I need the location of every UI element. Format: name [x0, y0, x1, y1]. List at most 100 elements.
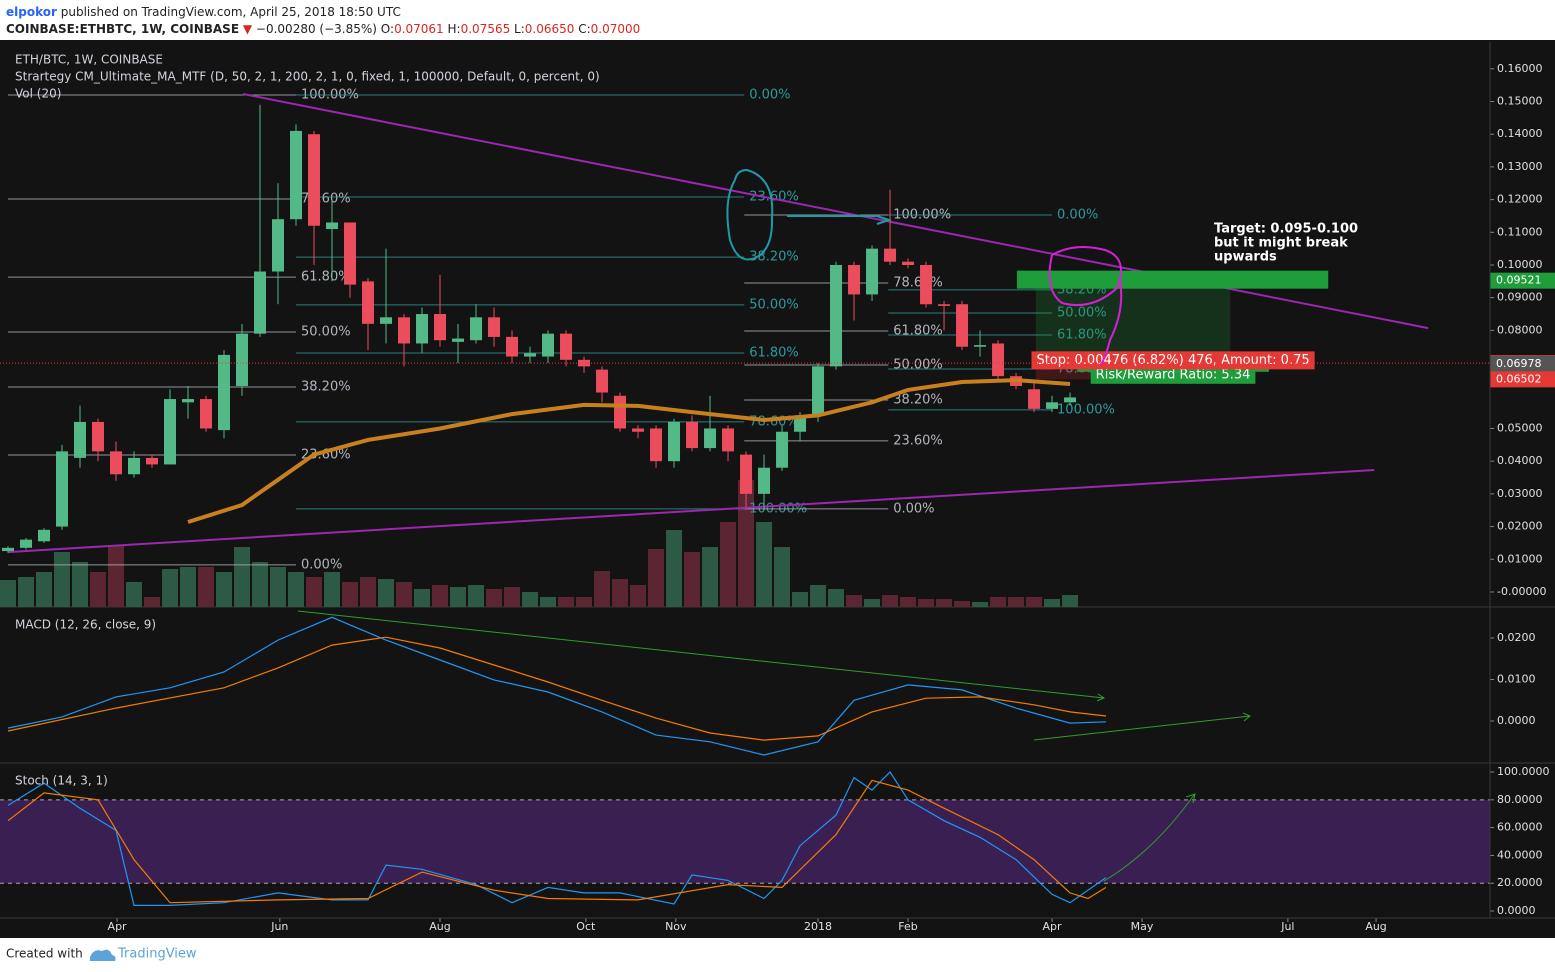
candle-body [145, 457, 158, 465]
y-tick-label: 0.04000 [1497, 454, 1543, 467]
y-tick-label: -0.00000 [1497, 585, 1546, 598]
candle-body [362, 281, 375, 324]
y-tick-label: 0.12000 [1497, 193, 1543, 206]
y-tick-label: 0.09000 [1497, 291, 1543, 304]
volume-bar [414, 589, 431, 607]
volume-bar [342, 582, 359, 607]
h-key: H: [448, 22, 461, 36]
candle-body [632, 428, 645, 432]
o-value: 0.07061 [394, 22, 444, 36]
fib-label: 0.00% [301, 557, 342, 572]
trendline [242, 93, 1429, 330]
candle-body [740, 454, 753, 494]
position-label: Stop: 0.00476 (6.82%) 476, Amount: 0.75 [1036, 353, 1309, 368]
fib-label: 38.20% [301, 379, 351, 394]
volume-bar [378, 579, 395, 607]
candle-body [596, 369, 609, 393]
candle-body [1046, 402, 1059, 409]
candle-body [902, 261, 915, 265]
y-tick-label: 0.08000 [1497, 323, 1543, 336]
fib-label: 0.00% [1057, 207, 1098, 222]
volume-bar [1008, 597, 1025, 607]
volume-bar [432, 585, 449, 607]
candle-body [1064, 397, 1077, 403]
publish-line: elpokor published on TradingView.com, Ap… [6, 5, 401, 19]
volume-bar [234, 547, 251, 607]
volume-bar [486, 589, 503, 607]
footer-brand[interactable]: TradingView [117, 947, 197, 962]
volume-bar [882, 595, 899, 607]
moving-average [187, 378, 1071, 524]
y-tick-label: 0.0000 [1497, 714, 1536, 727]
volume-bar [972, 602, 989, 607]
volume-bar [125, 582, 142, 607]
x-tick-label: Apr [108, 920, 128, 933]
candle-body [758, 467, 771, 494]
volume-bar [738, 480, 755, 607]
volume-bar [648, 549, 665, 607]
volume-bar [450, 587, 467, 607]
candle-body [1, 547, 14, 552]
symbol: COINBASE:ETHBTC, 1W, COINBASE [6, 22, 239, 36]
candle-body [398, 317, 411, 344]
price-tag-label: 0.06502 [1496, 372, 1542, 385]
position-label: Risk/Reward Ratio: 5.34 [1096, 367, 1251, 382]
fib-label: 0.00% [893, 501, 934, 516]
candle-body [109, 451, 122, 475]
volume-bar [216, 572, 233, 607]
footer-created: Created with [6, 947, 83, 961]
fib-label: 61.80% [749, 345, 799, 360]
candle-body [776, 431, 789, 468]
volume-bar [702, 547, 719, 607]
candle-body [344, 222, 357, 285]
candle-body [182, 399, 195, 403]
o-key: O: [381, 22, 394, 36]
volume-bar [198, 567, 215, 607]
fib-label: 50.00% [749, 297, 799, 312]
candle-body [163, 399, 176, 465]
volume-bar [612, 579, 629, 607]
c-key: C: [578, 22, 590, 36]
candle-body [73, 421, 86, 458]
fib-label: 61.80% [893, 324, 943, 339]
volume-bar [990, 597, 1007, 607]
y-tick-label: 0.02000 [1497, 520, 1543, 533]
volume-bar [1062, 595, 1079, 607]
candle-body [956, 304, 969, 347]
volume-bar [522, 592, 539, 607]
candle-body [37, 529, 50, 542]
volume-bar [396, 582, 413, 607]
volume-bar [35, 572, 52, 607]
drawings [297, 168, 1251, 882]
trendline [7, 469, 1375, 554]
volume-bar [792, 592, 809, 607]
candle-body [992, 343, 1005, 377]
x-tick-label: Aug [429, 920, 450, 933]
volume-bar [900, 597, 917, 607]
change: −0.00280 (−3.85%) [256, 22, 377, 36]
fib-label: 23.60% [301, 447, 351, 462]
y-tick-label: 0.05000 [1497, 421, 1543, 434]
fib-label: 0.00% [749, 87, 790, 102]
brand-icon [90, 949, 116, 961]
volume-bar [774, 547, 791, 607]
y-tick-label: 0.15000 [1497, 95, 1543, 108]
candle-body [91, 421, 104, 452]
candle-body [506, 336, 519, 357]
volume-bar [846, 595, 863, 607]
author[interactable]: elpokor [6, 5, 57, 19]
position-label-bg [1016, 270, 1329, 289]
fib-label: 100.00% [1057, 402, 1115, 417]
candle-body [920, 264, 933, 305]
y-tick-label: 0.10000 [1497, 258, 1543, 271]
target-zone [1035, 280, 1231, 364]
price-tag [1490, 371, 1555, 388]
x-tick-label: 2018 [804, 920, 832, 933]
stoch-band [0, 799, 1490, 884]
position-label-bg [1090, 365, 1256, 384]
symbol-line: COINBASE:ETHBTC, 1W, COINBASE ▼ −0.00280… [6, 22, 640, 36]
volume-bar [270, 567, 287, 607]
candle-body [668, 421, 681, 462]
hand-drawn-circle [1048, 245, 1123, 366]
